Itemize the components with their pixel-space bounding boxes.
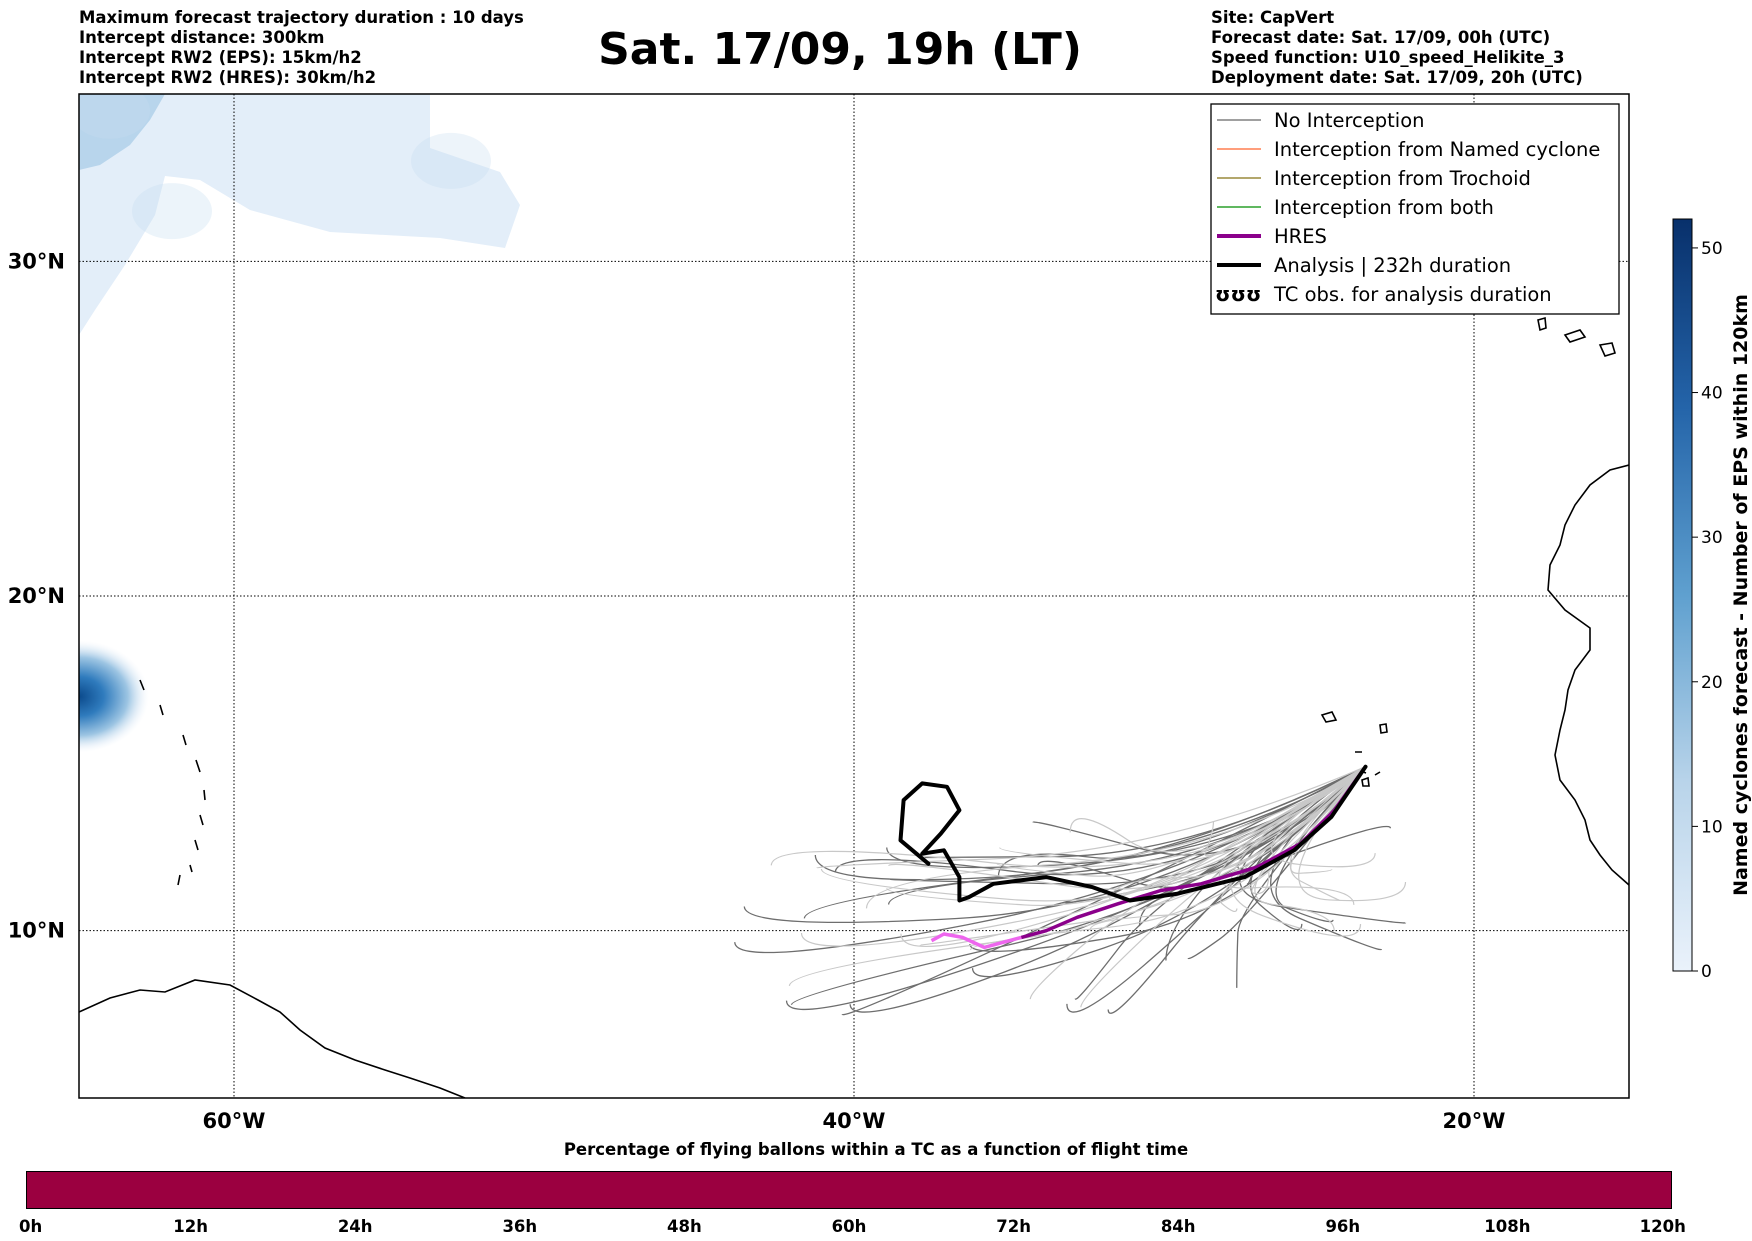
colorbar-tick-label: 50 [1701, 239, 1723, 259]
colorbar-tick-label: 20 [1701, 673, 1723, 693]
time-bar-tick-label: 24h [337, 1217, 373, 1236]
intercept-hres-text: Intercept RW2 (HRES): 30km/h2 [79, 68, 377, 87]
hres-track-late [930, 932, 1022, 950]
cyclone-density-north-band [79, 94, 520, 335]
coastlines [79, 316, 1629, 1098]
ensemble-trajectory [1250, 766, 1366, 931]
deployment-date-text: Deployment date: Sat. 17/09, 20h (UTC) [1211, 68, 1583, 87]
cyclone-density-blob [411, 132, 491, 189]
time-bar-title: Percentage of flying ballons within a TC… [563, 1140, 1189, 1159]
ensemble-trajectory [770, 766, 1366, 868]
ensemble-trajectory [1236, 766, 1366, 988]
map-frame [78, 93, 1630, 1099]
colorbar-tick-label: 0 [1701, 962, 1712, 982]
colorbar-tick-label: 30 [1701, 528, 1723, 548]
ensemble-trajectory [997, 766, 1366, 877]
time-bar-tick-label: 60h [831, 1217, 867, 1236]
colorbar-gradient [1672, 218, 1693, 972]
ensemble-trajectory [800, 766, 1366, 947]
ensemble-trajectory [971, 766, 1366, 978]
coastline-west-africa [1547, 464, 1629, 886]
ensemble-trajectory [1251, 766, 1366, 895]
legend-label: Analysis | 232h duration [1274, 254, 1511, 277]
time-bar-tick-label: 0h [19, 1217, 43, 1236]
speed-function-text: Speed function: U10_speed_Helikite_3 [1211, 48, 1565, 67]
cyclone-density-blob [132, 183, 212, 240]
analysis-track [898, 764, 1368, 903]
ensemble-trajectory [820, 766, 1366, 902]
ensemble-trajectory [834, 766, 1366, 876]
legend-label: TC obs. for analysis duration [1273, 283, 1552, 306]
colorbar-label: Named cyclones forecast - Number of EPS … [1730, 294, 1752, 896]
cyclone-density-blob [79, 640, 149, 753]
lon-tick-label: 20°W [1443, 1109, 1506, 1130]
time-bar-tick-label: 108h [1484, 1217, 1531, 1236]
ensemble-trajectory [900, 766, 1366, 947]
axis-labels: 60°W 40°W 20°W 30°N 20°N 10°N [8, 249, 1506, 1130]
legend: No Interception Interception from Named c… [1210, 103, 1620, 315]
legend-label: Interception from both [1274, 196, 1494, 219]
intercept-distance-text: Intercept distance: 300km [79, 28, 325, 47]
colorbar: 0 10 20 30 40 50 Named cyclones forecast - Nu… [1672, 218, 1752, 982]
ensemble-trajectory [788, 766, 1366, 987]
ensemble-trajectory [785, 766, 1366, 1011]
ensemble-trajectory [1037, 766, 1366, 888]
lat-tick-label: 30°N [8, 249, 65, 273]
ensemble-trajectory [1270, 766, 1376, 868]
site-text: Site: CapVert [1211, 8, 1335, 27]
cyclone-density-north-core [79, 94, 165, 170]
coastline-south-america [79, 979, 466, 1098]
legend-label: HRES [1274, 225, 1327, 248]
time-bar [26, 1171, 1672, 1209]
time-bar-tick-label: 36h [502, 1217, 538, 1236]
cyclone-density-field [79, 94, 520, 753]
colorbar-tick-label: 40 [1701, 384, 1723, 404]
forecast-date-text: Forecast date: Sat. 17/09, 00h (UTC) [1211, 28, 1551, 47]
ensemble-trajectory [1069, 766, 1366, 852]
lat-tick-label: 10°N [8, 919, 65, 943]
colorbar-tick-label: 10 [1701, 817, 1723, 837]
time-bar-tick-label: 72h [996, 1217, 1031, 1236]
intercept-eps-text: Intercept RW2 (EPS): 15km/h2 [79, 48, 362, 67]
time-bar-tick-label: 84h [1160, 1217, 1196, 1236]
ensemble-trajectory [1230, 766, 1366, 937]
ensemble-trajectory [816, 766, 1366, 869]
legend-box [1210, 103, 1620, 315]
lon-tick-label: 60°W [203, 1109, 266, 1130]
cyclone-density-blob [79, 94, 150, 139]
page-title: Sat. 17/09, 19h (LT) [598, 24, 1082, 75]
ensemble-trajectory [1220, 766, 1366, 913]
right-info-block: Site: CapVert Forecast date: Sat. 17/09,… [1211, 8, 1583, 88]
left-info-block: Maximum forecast trajectory duration : 1… [79, 8, 524, 88]
legend-label: Interception from Named cyclone [1274, 138, 1600, 161]
lon-tick-label: 40°W [823, 1109, 886, 1130]
time-bar-tick-label: 48h [667, 1217, 702, 1236]
ensemble-trajectory [919, 766, 1366, 946]
main-tracks [898, 764, 1368, 950]
max-duration-text: Maximum forecast trajectory duration : 1… [79, 8, 524, 27]
legend-label: No Interception [1274, 109, 1425, 132]
ensemble-trajectory [889, 766, 1366, 885]
map-figure: 60°W 40°W 20°W 30°N 20°N 10°N No Interception… [8, 93, 1752, 1130]
coastline-lesser-antilles [139, 679, 206, 886]
tc-obs-symbol: ʊʊʊ [1215, 282, 1261, 306]
time-bar-tick-label: 120h [1639, 1217, 1686, 1236]
coastline-canary-islands [1537, 316, 1616, 357]
time-bar-tick-label: 96h [1325, 1217, 1361, 1236]
ensemble-trajectory [865, 766, 1366, 909]
time-bar-tick-label: 12h [173, 1217, 208, 1236]
lat-tick-label: 20°N [8, 584, 65, 608]
legend-label: Interception from Trochoid [1274, 167, 1531, 190]
